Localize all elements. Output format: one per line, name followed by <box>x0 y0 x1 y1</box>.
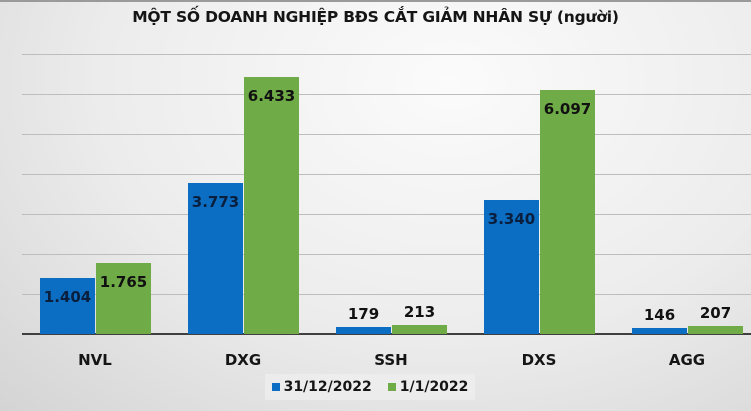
gridline <box>22 134 751 135</box>
chart-title: MỘT SỐ DOANH NGHIỆP BĐS CẮT GIẢM NHÂN SỰ… <box>132 8 619 26</box>
gridline <box>22 214 751 215</box>
data-label: 213 <box>403 303 436 322</box>
category-label-agg: AGG <box>668 351 706 369</box>
bar-nvl-green <box>96 263 151 334</box>
gridline <box>22 294 751 295</box>
data-label: 179 <box>347 304 380 323</box>
gridline <box>22 174 751 175</box>
legend-swatch-blue <box>271 383 280 391</box>
gridline <box>22 94 751 95</box>
legend-swatch-green <box>387 383 396 391</box>
category-label-nvl: NVL <box>78 351 112 369</box>
legend-label: 31/12/2022 <box>283 379 372 395</box>
data-label: 3.340 <box>487 210 536 229</box>
bar-dxs-blue <box>484 200 539 334</box>
bar-agg-green <box>688 325 743 334</box>
data-label: 146 <box>643 306 676 325</box>
legend-item-31-12-2022: 31/12/2022 <box>271 379 372 395</box>
bar-nvl-blue <box>40 277 95 334</box>
top-border <box>0 0 751 2</box>
x-axis-line <box>22 333 751 335</box>
category-label-ssh: SSH <box>374 351 408 369</box>
data-label: 6.433 <box>247 86 296 105</box>
data-label: 1.404 <box>43 287 92 306</box>
bar-ssh-green <box>392 325 447 334</box>
bar-agg-blue <box>632 328 687 334</box>
data-label: 1.765 <box>99 273 148 292</box>
gridline <box>22 54 751 55</box>
bar-dxg-green <box>244 76 299 334</box>
category-label-dxs: DXS <box>521 351 557 369</box>
gridline <box>22 254 751 255</box>
bar-dxs-green <box>540 90 595 334</box>
data-label: 3.773 <box>191 193 240 212</box>
legend-item-1-1-2022: 1/1/2022 <box>387 379 469 395</box>
bar-dxg-blue <box>188 183 243 334</box>
data-label: 6.097 <box>543 100 592 119</box>
bar-ssh-blue <box>336 326 391 334</box>
legend: 31/12/2022 1/1/2022 <box>265 374 475 400</box>
data-label: 207 <box>699 303 732 322</box>
legend-label: 1/1/2022 <box>399 379 469 395</box>
category-label-dxg: DXG <box>224 351 262 369</box>
